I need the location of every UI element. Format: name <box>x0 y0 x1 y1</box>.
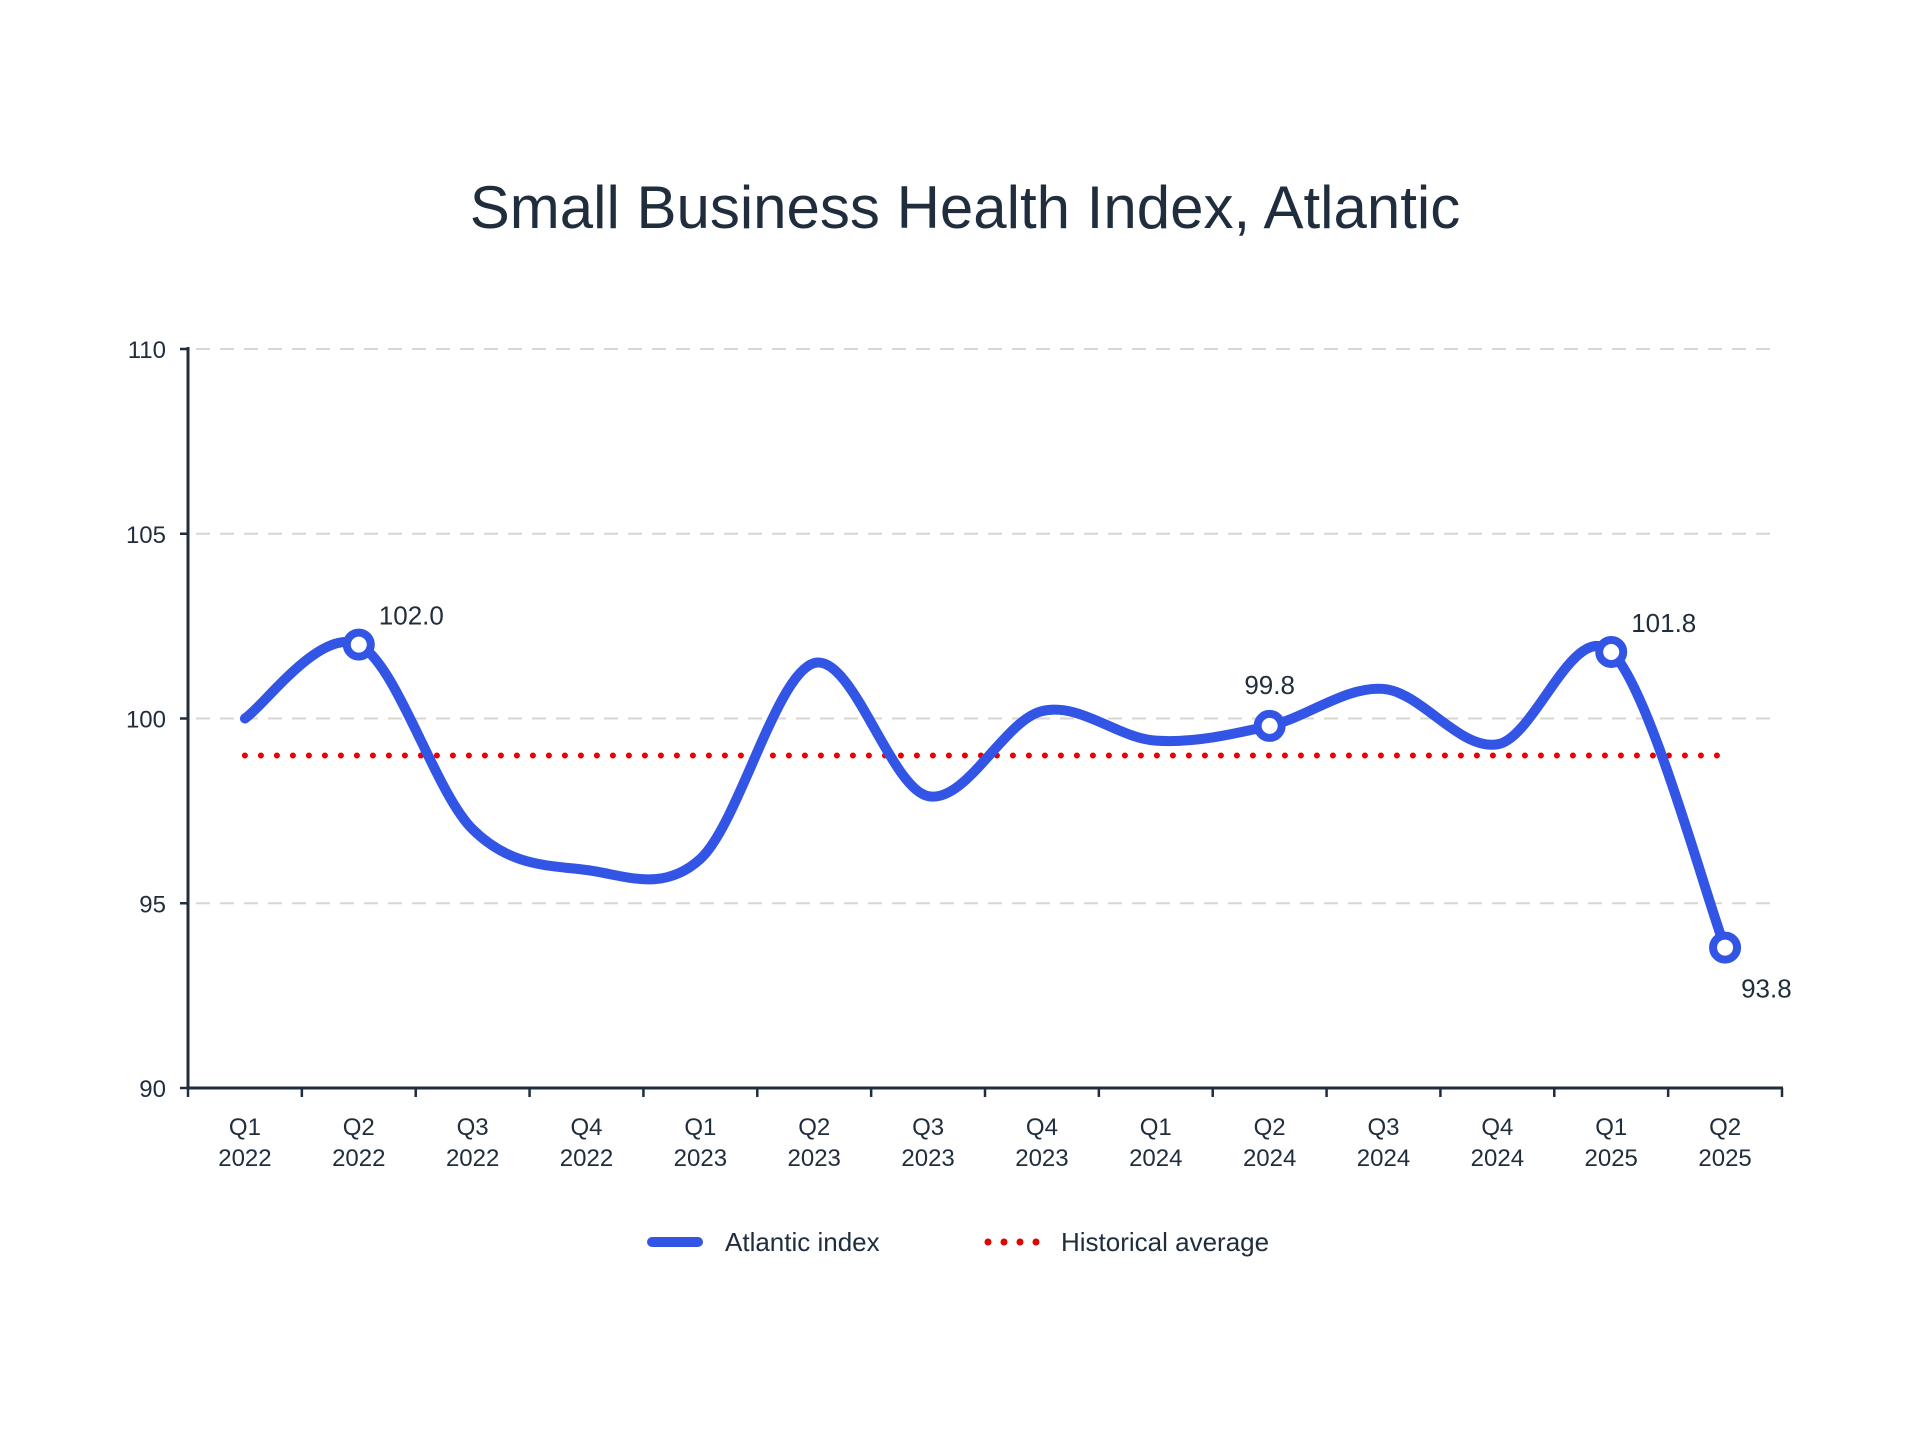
data-label: 99.8 <box>1244 670 1295 700</box>
legend: Atlantic index Historical average <box>647 1227 1270 1257</box>
x-tick-label-year: 2022 <box>560 1145 613 1172</box>
x-tick-label-year: 2022 <box>218 1145 271 1172</box>
x-tick-label-quarter: Q4 <box>1026 1114 1058 1141</box>
data-point-marker <box>1595 635 1628 668</box>
x-tick-label-quarter: Q3 <box>912 1114 944 1141</box>
x-tick-label-quarter: Q2 <box>1254 1114 1286 1141</box>
x-tick-label-year: 2023 <box>1015 1145 1068 1172</box>
x-tick-label-year: 2022 <box>332 1145 385 1172</box>
x-tick-label-year: 2024 <box>1129 1145 1182 1172</box>
x-tick-label-year: 2022 <box>446 1145 499 1172</box>
x-tick-label-quarter: Q1 <box>684 1114 716 1141</box>
x-tick-label-quarter: Q4 <box>1481 1114 1513 1141</box>
legend-label: Historical average <box>1061 1227 1269 1257</box>
data-point-marker <box>342 628 375 661</box>
x-axis-ticks: Q1 2022 Q2 2022 Q3 2022 Q4 2022 Q1 2023 Q2 2023 Q3 20… <box>186 1088 1784 1172</box>
x-tick-label-year: 2023 <box>674 1145 727 1172</box>
data-point-marker <box>1709 931 1742 964</box>
series-group <box>239 637 1731 953</box>
legend-dot <box>984 1238 992 1246</box>
x-tick-label-quarter: Q1 <box>1595 1114 1627 1141</box>
x-tick-label-year: 2024 <box>1357 1145 1410 1172</box>
chart-title: Small Business Health Index, Atlantic <box>470 174 1461 241</box>
data-label: 101.8 <box>1631 608 1696 638</box>
data-label: 102.0 <box>379 601 444 631</box>
atlantic-index-line <box>239 637 1731 953</box>
legend-dot <box>1016 1238 1024 1246</box>
x-tick-label-quarter: Q2 <box>798 1114 830 1141</box>
y-tick-label: 90 <box>139 1076 166 1103</box>
legend-item-atlantic-index[interactable]: Atlantic index <box>647 1227 880 1257</box>
y-axis-ticks: 90 95 100 105 110 <box>126 337 188 1103</box>
legend-swatch-dotted-line <box>984 1238 1040 1246</box>
x-tick-label-quarter: Q1 <box>1140 1114 1172 1141</box>
x-tick-label-year: 2023 <box>901 1145 954 1172</box>
x-tick-label-quarter: Q3 <box>457 1114 489 1141</box>
x-tick-label-year: 2023 <box>788 1145 841 1172</box>
y-tick-label: 95 <box>139 891 166 918</box>
legend-dot <box>1032 1238 1040 1246</box>
legend-item-historical-average[interactable]: Historical average <box>984 1227 1270 1257</box>
data-label: 93.8 <box>1741 974 1792 1004</box>
data-labels: 102.0 99.8 101.8 93.8 <box>342 601 1792 1004</box>
y-tick-label: 105 <box>126 522 166 549</box>
y-tick-label: 110 <box>128 337 166 364</box>
x-tick-label-year: 2025 <box>1698 1145 1751 1172</box>
legend-label: Atlantic index <box>725 1227 880 1257</box>
y-tick-label: 100 <box>126 707 166 734</box>
x-tick-label-quarter: Q2 <box>343 1114 375 1141</box>
x-tick-label-year: 2024 <box>1471 1145 1524 1172</box>
x-tick-label-year: 2025 <box>1585 1145 1638 1172</box>
x-tick-label-quarter: Q4 <box>570 1114 602 1141</box>
x-tick-label-quarter: Q1 <box>229 1114 261 1141</box>
data-point-marker <box>1253 709 1286 742</box>
x-tick-label-quarter: Q2 <box>1709 1114 1741 1141</box>
legend-dot <box>1000 1238 1008 1246</box>
x-tick-label-year: 2024 <box>1243 1145 1296 1172</box>
x-tick-label-quarter: Q3 <box>1367 1114 1399 1141</box>
